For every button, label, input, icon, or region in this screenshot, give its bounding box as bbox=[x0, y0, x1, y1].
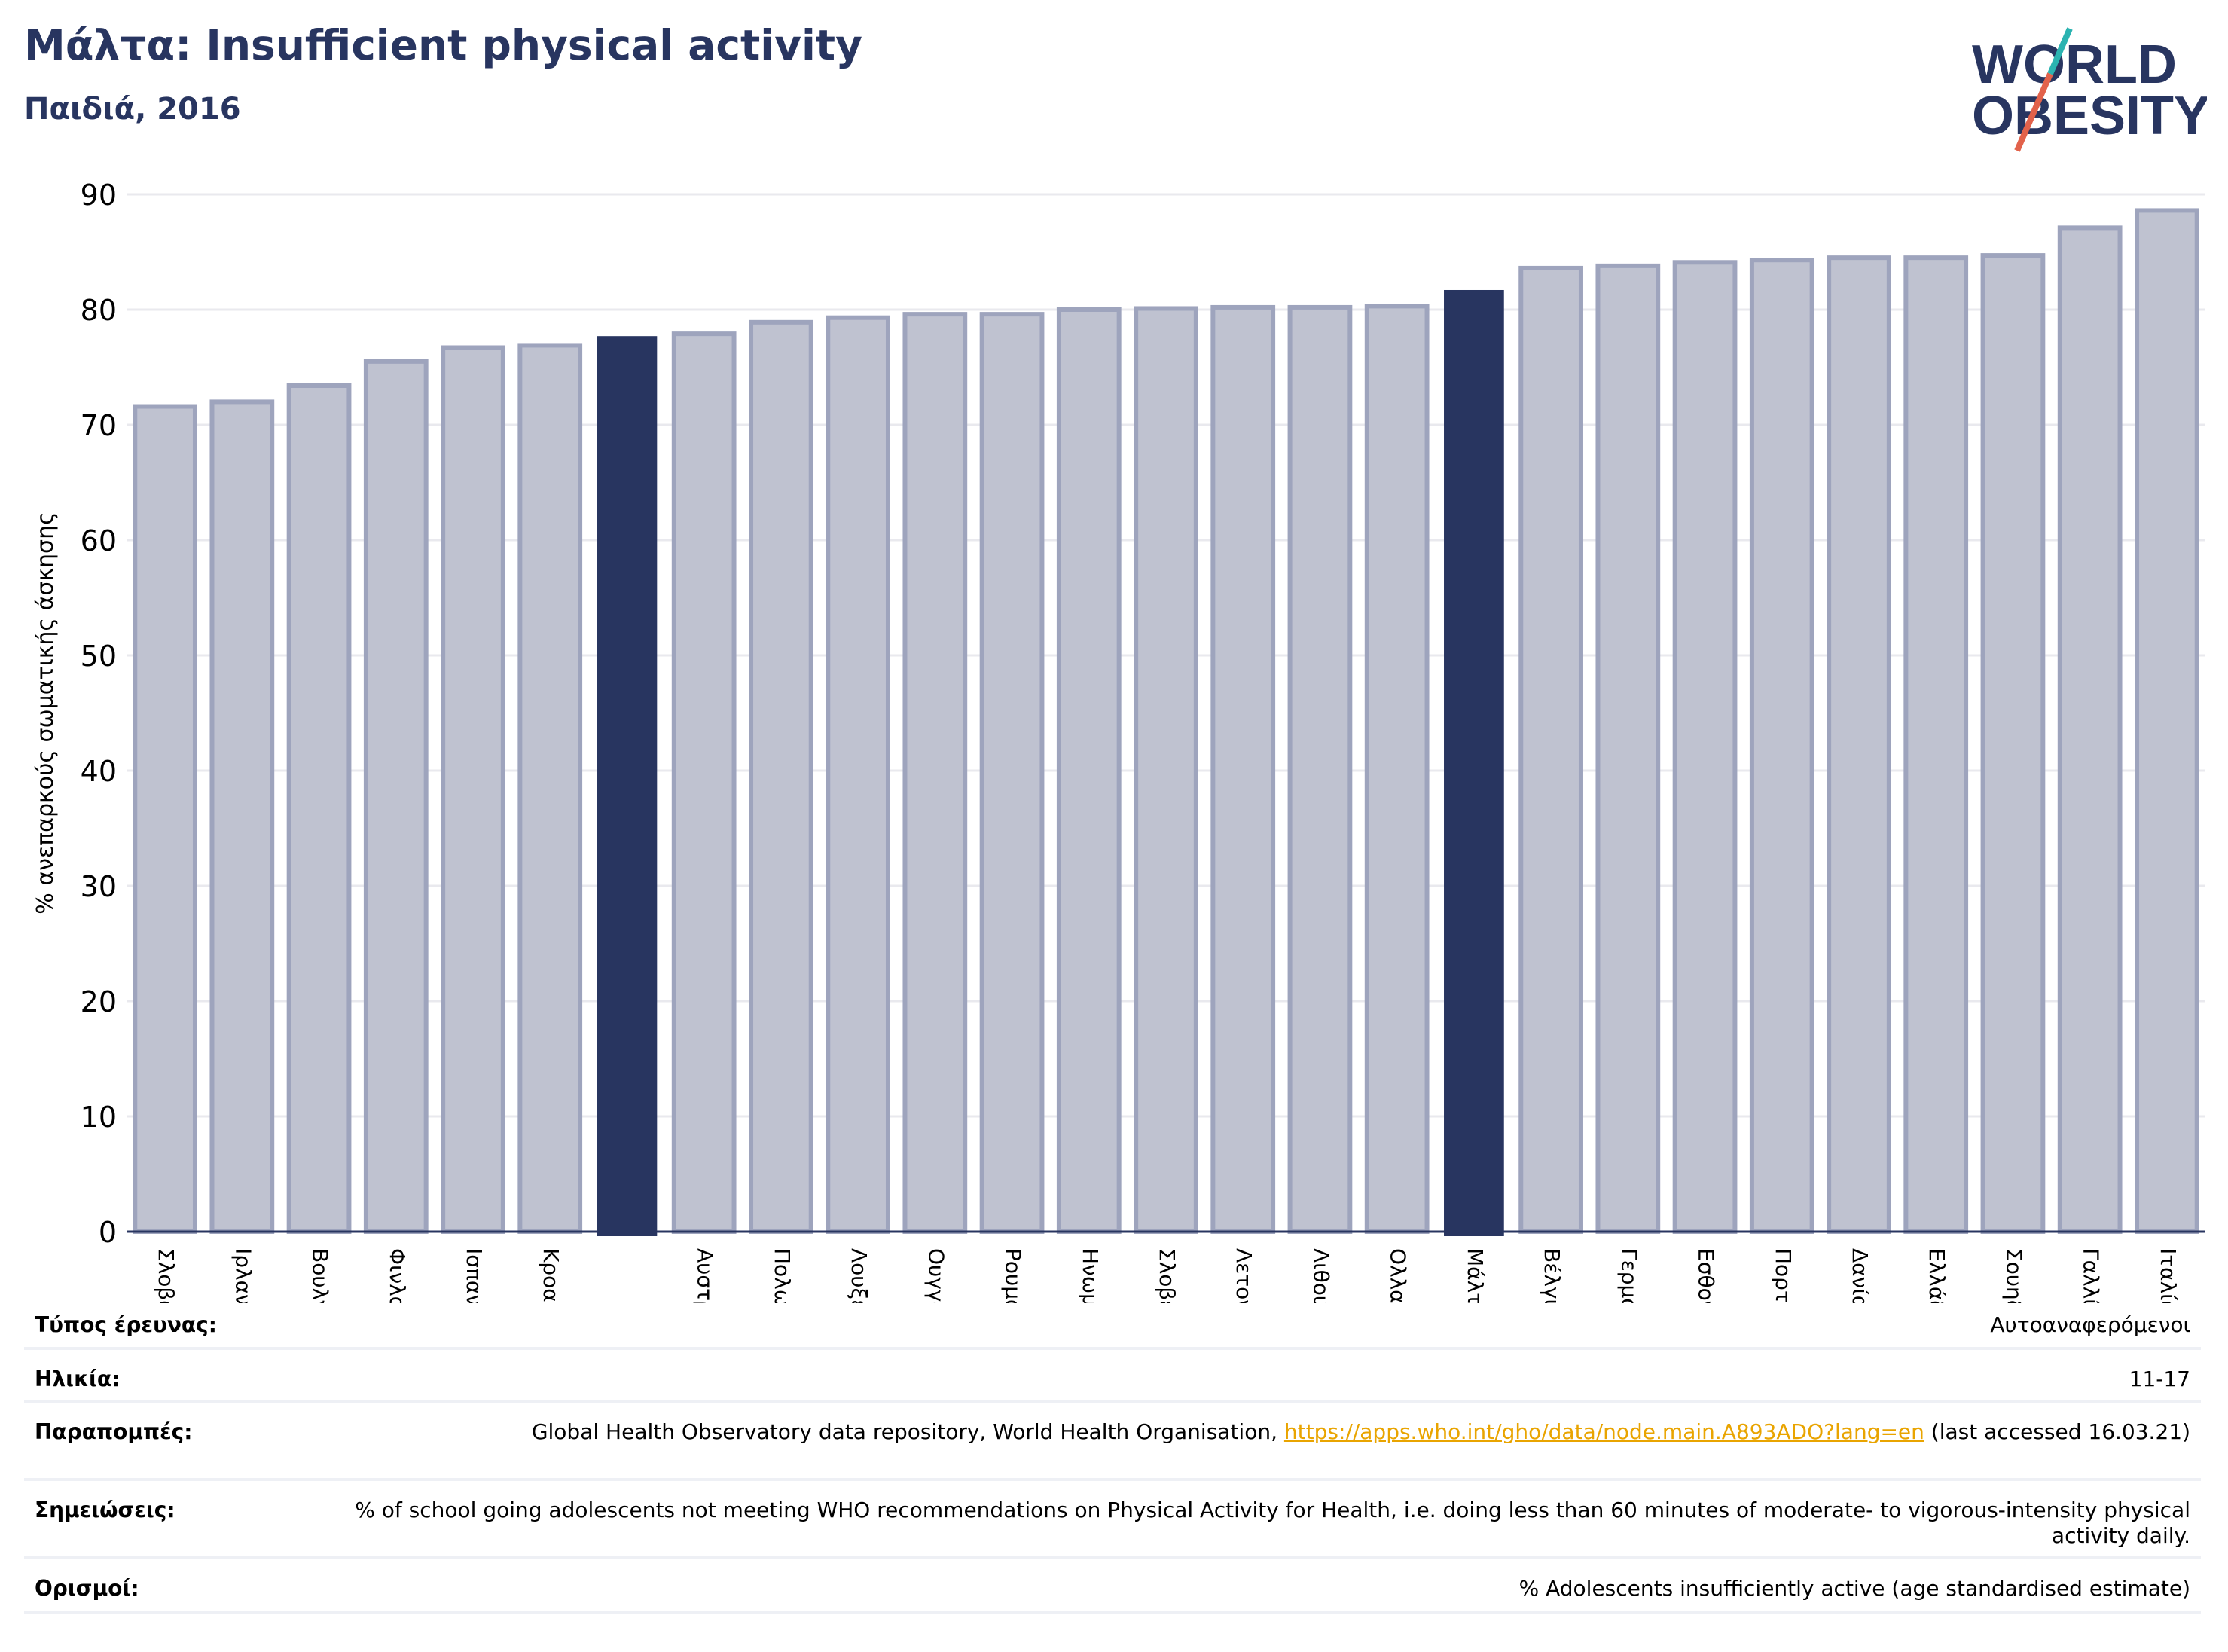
x-tick-label: Μάλτα bbox=[1463, 1248, 1488, 1303]
bar bbox=[902, 312, 968, 1234]
logo-line2: OBESITY bbox=[1972, 86, 2207, 146]
y-tick-label: 50 bbox=[81, 640, 117, 673]
x-tick-label: Λετονία bbox=[1232, 1248, 1256, 1303]
y-tick-label: 70 bbox=[81, 409, 117, 442]
meta-value-references: Global Health Observatory data repositor… bbox=[532, 1419, 2190, 1445]
x-tick-label: Ιρλανδία bbox=[230, 1248, 255, 1303]
chart-subtitle: Παιδιά, 2016 bbox=[24, 92, 241, 127]
bar bbox=[517, 343, 583, 1234]
bar bbox=[1210, 304, 1276, 1235]
x-tick-label: Πορτογαλία bbox=[1771, 1248, 1796, 1303]
bar bbox=[1749, 258, 1814, 1235]
logo-line1: WORLD bbox=[1972, 35, 2177, 95]
x-tick-label: Γερμανία bbox=[1616, 1248, 1641, 1303]
bar bbox=[1134, 306, 1198, 1235]
meta-key-survey-type: Τύπος έρευνας: bbox=[35, 1312, 217, 1337]
bar bbox=[671, 331, 737, 1234]
meta-value-age: 11-17 bbox=[2129, 1366, 2190, 1391]
world-obesity-logo: WORLD OBESITY bbox=[1972, 27, 2207, 152]
bar bbox=[1364, 304, 1430, 1234]
x-tick-label: Πολωνία bbox=[770, 1248, 795, 1303]
y-tick-label: 10 bbox=[81, 1101, 117, 1134]
x-axis-labels: Σλοβακία Ιρλανδία Βουλγαρία Φινλανδία Ισπανί… bbox=[154, 1248, 2181, 1303]
x-tick-label: Ουγγαρία bbox=[923, 1248, 948, 1303]
x-tick-label: Ρουμανία bbox=[1001, 1248, 1026, 1303]
x-tick-label: Λιθουανία bbox=[1308, 1248, 1333, 1303]
bar bbox=[2135, 208, 2199, 1234]
meta-key-definitions: Ορισμοί: bbox=[35, 1576, 139, 1601]
logo-slash-red bbox=[2014, 72, 2053, 152]
meta-value-notes: % of school going adolescents not meetin… bbox=[355, 1498, 2190, 1548]
y-tick-label: 30 bbox=[81, 870, 117, 903]
x-tick-label: Φινλανδία bbox=[385, 1248, 410, 1303]
x-tick-label: Ιταλία bbox=[2156, 1248, 2181, 1303]
reference-text: Global Health Observatory data repositor… bbox=[531, 1419, 1284, 1444]
x-tick-label: Βουλγαρία bbox=[308, 1248, 333, 1303]
reference-suffix: (last accessed 16.03.21) bbox=[1924, 1419, 2190, 1444]
bar bbox=[1672, 260, 1738, 1234]
bar bbox=[133, 404, 197, 1234]
x-tick-label: Εσθονία bbox=[1694, 1248, 1719, 1303]
bar bbox=[1827, 255, 1891, 1234]
logo-slash-teal bbox=[2047, 27, 2073, 75]
y-axis-ticks: 0 10 20 30 40 50 60 70 80 90 bbox=[81, 179, 117, 1249]
meta-row-references: Παραπομπές: Global Health Observatory da… bbox=[24, 1403, 2201, 1481]
meta-value-survey-type: Αυτοαναφερόμενοι bbox=[1990, 1312, 2190, 1337]
x-tick-label: Γαλλία bbox=[2079, 1248, 2104, 1303]
y-tick-label: 40 bbox=[81, 755, 117, 788]
y-tick-label: 90 bbox=[81, 179, 117, 212]
meta-key-notes: Σημειώσεις: bbox=[35, 1498, 175, 1522]
x-tick-label: Σλοβενία bbox=[1155, 1248, 1180, 1303]
meta-key-references: Παραπομπές: bbox=[35, 1419, 193, 1444]
chart-title: Μάλτα: Insufficient physical activity bbox=[24, 21, 862, 69]
bar bbox=[1595, 263, 1661, 1234]
x-tick-label: Ελλάδα bbox=[1924, 1248, 1949, 1303]
x-tick-label: Αυστρία bbox=[693, 1248, 718, 1303]
y-tick-label: 0 bbox=[99, 1216, 117, 1249]
y-axis-label: % ανεπαρκούς σωματικής άσκησης bbox=[32, 511, 59, 914]
bar bbox=[1518, 265, 1583, 1234]
meta-row-definitions: Ορισμοί: % Adolescents insufficiently ac… bbox=[24, 1559, 2201, 1614]
bar-highlighted bbox=[1444, 289, 1504, 1236]
bar bbox=[1903, 255, 1969, 1234]
metadata-table: Τύπος έρευνας: Αυτοαναφερόμενοι Ηλικία: … bbox=[24, 1296, 2201, 1614]
y-tick-label: 60 bbox=[81, 524, 117, 557]
x-tick-label: Βέλγιο bbox=[1540, 1248, 1564, 1303]
x-tick-label: Ολλανδία bbox=[1386, 1248, 1411, 1303]
meta-value-definitions: % Adolescents insufficiently active (age… bbox=[1518, 1576, 2190, 1601]
y-tick-label: 80 bbox=[81, 294, 117, 327]
bar bbox=[1287, 304, 1353, 1235]
bar bbox=[1056, 307, 1122, 1234]
meta-row-notes: Σημειώσεις: % of school going adolescent… bbox=[24, 1481, 2201, 1559]
meta-row-age: Ηλικία: 11-17 bbox=[24, 1350, 2201, 1403]
bar bbox=[441, 345, 505, 1234]
x-tick-label: Λουξεμβούργο bbox=[847, 1248, 871, 1303]
bar bbox=[826, 315, 890, 1235]
bar bbox=[749, 319, 813, 1235]
bars bbox=[133, 208, 2199, 1237]
bar bbox=[209, 399, 275, 1234]
bar bbox=[2057, 225, 2123, 1234]
x-tick-label: Κροατία bbox=[539, 1248, 563, 1303]
reference-link[interactable]: https://apps.who.int/gho/data/node.main.… bbox=[1283, 1419, 1924, 1444]
x-tick-label: Ισπανία bbox=[462, 1248, 487, 1303]
y-tick-label: 20 bbox=[81, 985, 117, 1018]
meta-key-age: Ηλικία: bbox=[35, 1366, 121, 1391]
bar bbox=[286, 383, 352, 1235]
bar bbox=[1980, 253, 2046, 1235]
bar bbox=[363, 359, 429, 1235]
meta-row-survey-type: Τύπος έρευνας: Αυτοαναφερόμενοι bbox=[24, 1296, 2201, 1350]
x-tick-label: Σουηδία bbox=[2001, 1248, 2026, 1303]
bar-highlighted bbox=[597, 336, 658, 1237]
x-tick-label: Δανία bbox=[1848, 1248, 1872, 1303]
x-tick-label: Σλοβακία bbox=[154, 1248, 179, 1303]
x-tick-label: Ηνωμένο Βασίλειο bbox=[1078, 1248, 1103, 1303]
bar bbox=[979, 312, 1045, 1234]
bar-chart: 0 10 20 30 40 50 60 70 80 90 Σλοβακία Ιρλανδία Βουλ… bbox=[32, 179, 2205, 1303]
